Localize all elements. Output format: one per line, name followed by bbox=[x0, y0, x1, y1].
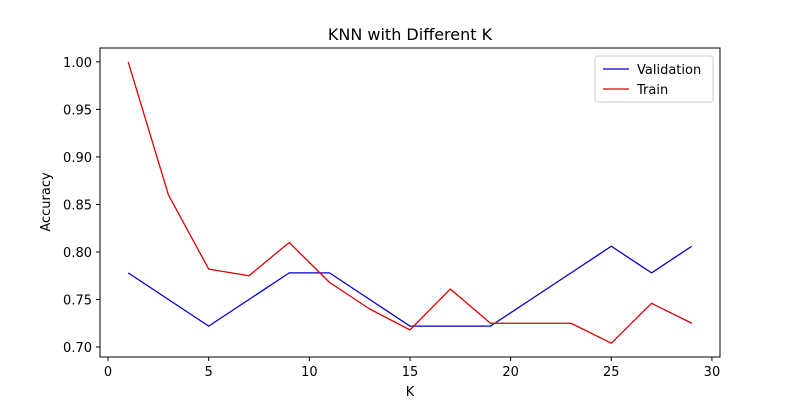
x-tick-label: 0 bbox=[104, 365, 112, 380]
x-tick-label: 25 bbox=[603, 365, 620, 380]
x-axis-label: K bbox=[406, 385, 415, 400]
y-tick-label: 0.90 bbox=[63, 151, 92, 166]
legend-box bbox=[594, 55, 714, 103]
plot-lines bbox=[127, 61, 693, 344]
y-tick-label: 1.00 bbox=[63, 56, 92, 71]
y-tick-label: 0.70 bbox=[63, 341, 92, 356]
legend-label-train: Train bbox=[636, 83, 668, 98]
y-tick-label: 0.95 bbox=[63, 103, 92, 118]
series-line-train bbox=[127, 61, 693, 344]
legend-label-validation: Validation bbox=[637, 63, 701, 78]
series-line-validation bbox=[127, 245, 693, 327]
y-tick-label: 0.85 bbox=[63, 198, 92, 213]
legend: Validation Train bbox=[594, 55, 714, 103]
x-tick-label: 15 bbox=[402, 365, 419, 380]
y-tick-label: 0.75 bbox=[63, 293, 92, 308]
x-tick-label: 5 bbox=[205, 365, 213, 380]
x-tick-label: 20 bbox=[502, 365, 519, 380]
y-axis-label: Accuracy bbox=[39, 172, 54, 232]
x-tick-label: 10 bbox=[301, 365, 318, 380]
chart-title: KNN with Different K bbox=[328, 25, 493, 44]
x-axis-ticks: 0 5 10 15 20 25 30 bbox=[104, 357, 720, 380]
x-tick-label: 30 bbox=[704, 365, 721, 380]
y-axis-ticks: 0.70 0.75 0.80 0.85 0.90 0.95 1.00 bbox=[63, 56, 100, 356]
y-tick-label: 0.80 bbox=[63, 246, 92, 261]
